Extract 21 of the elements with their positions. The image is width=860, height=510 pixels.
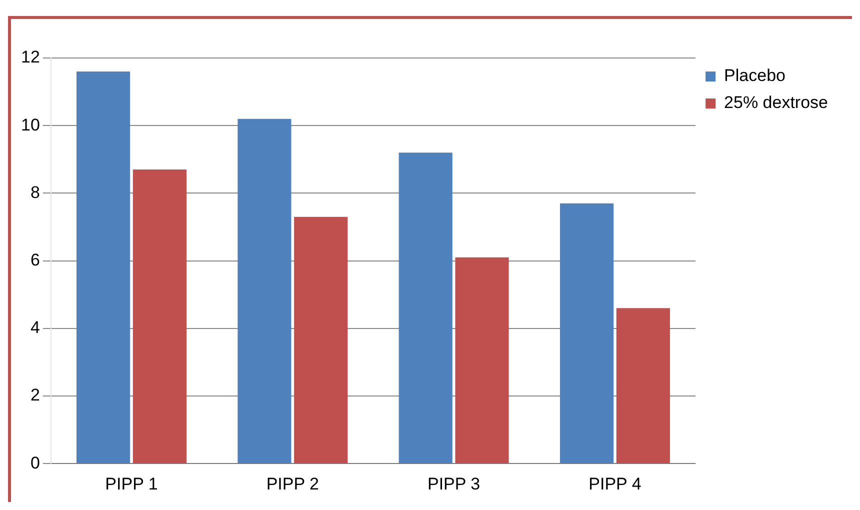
bar xyxy=(398,152,452,464)
bar xyxy=(560,203,614,464)
y-tick-label: 2 xyxy=(30,386,40,405)
bar xyxy=(616,308,670,464)
x-tick-label: PIPP 3 xyxy=(427,474,480,494)
x-tick-label: PIPP 4 xyxy=(588,474,642,494)
bar xyxy=(76,72,130,464)
x-tick-label: PIPP 1 xyxy=(105,474,158,494)
bar xyxy=(132,170,186,464)
y-tick-label: 6 xyxy=(30,250,40,270)
bar xyxy=(238,118,292,464)
legend-label: Placebo xyxy=(724,66,786,86)
bar xyxy=(294,216,348,464)
y-tick-label: 4 xyxy=(30,318,40,338)
y-tick-label: 8 xyxy=(30,182,40,202)
bar xyxy=(455,257,509,464)
y-tick-label: 12 xyxy=(20,48,40,67)
y-tick-label: 0 xyxy=(30,453,40,472)
x-tick-label: PIPP 2 xyxy=(266,474,319,494)
legend-label: 25% dextrose xyxy=(724,93,828,112)
y-tick-label: 10 xyxy=(20,115,40,134)
